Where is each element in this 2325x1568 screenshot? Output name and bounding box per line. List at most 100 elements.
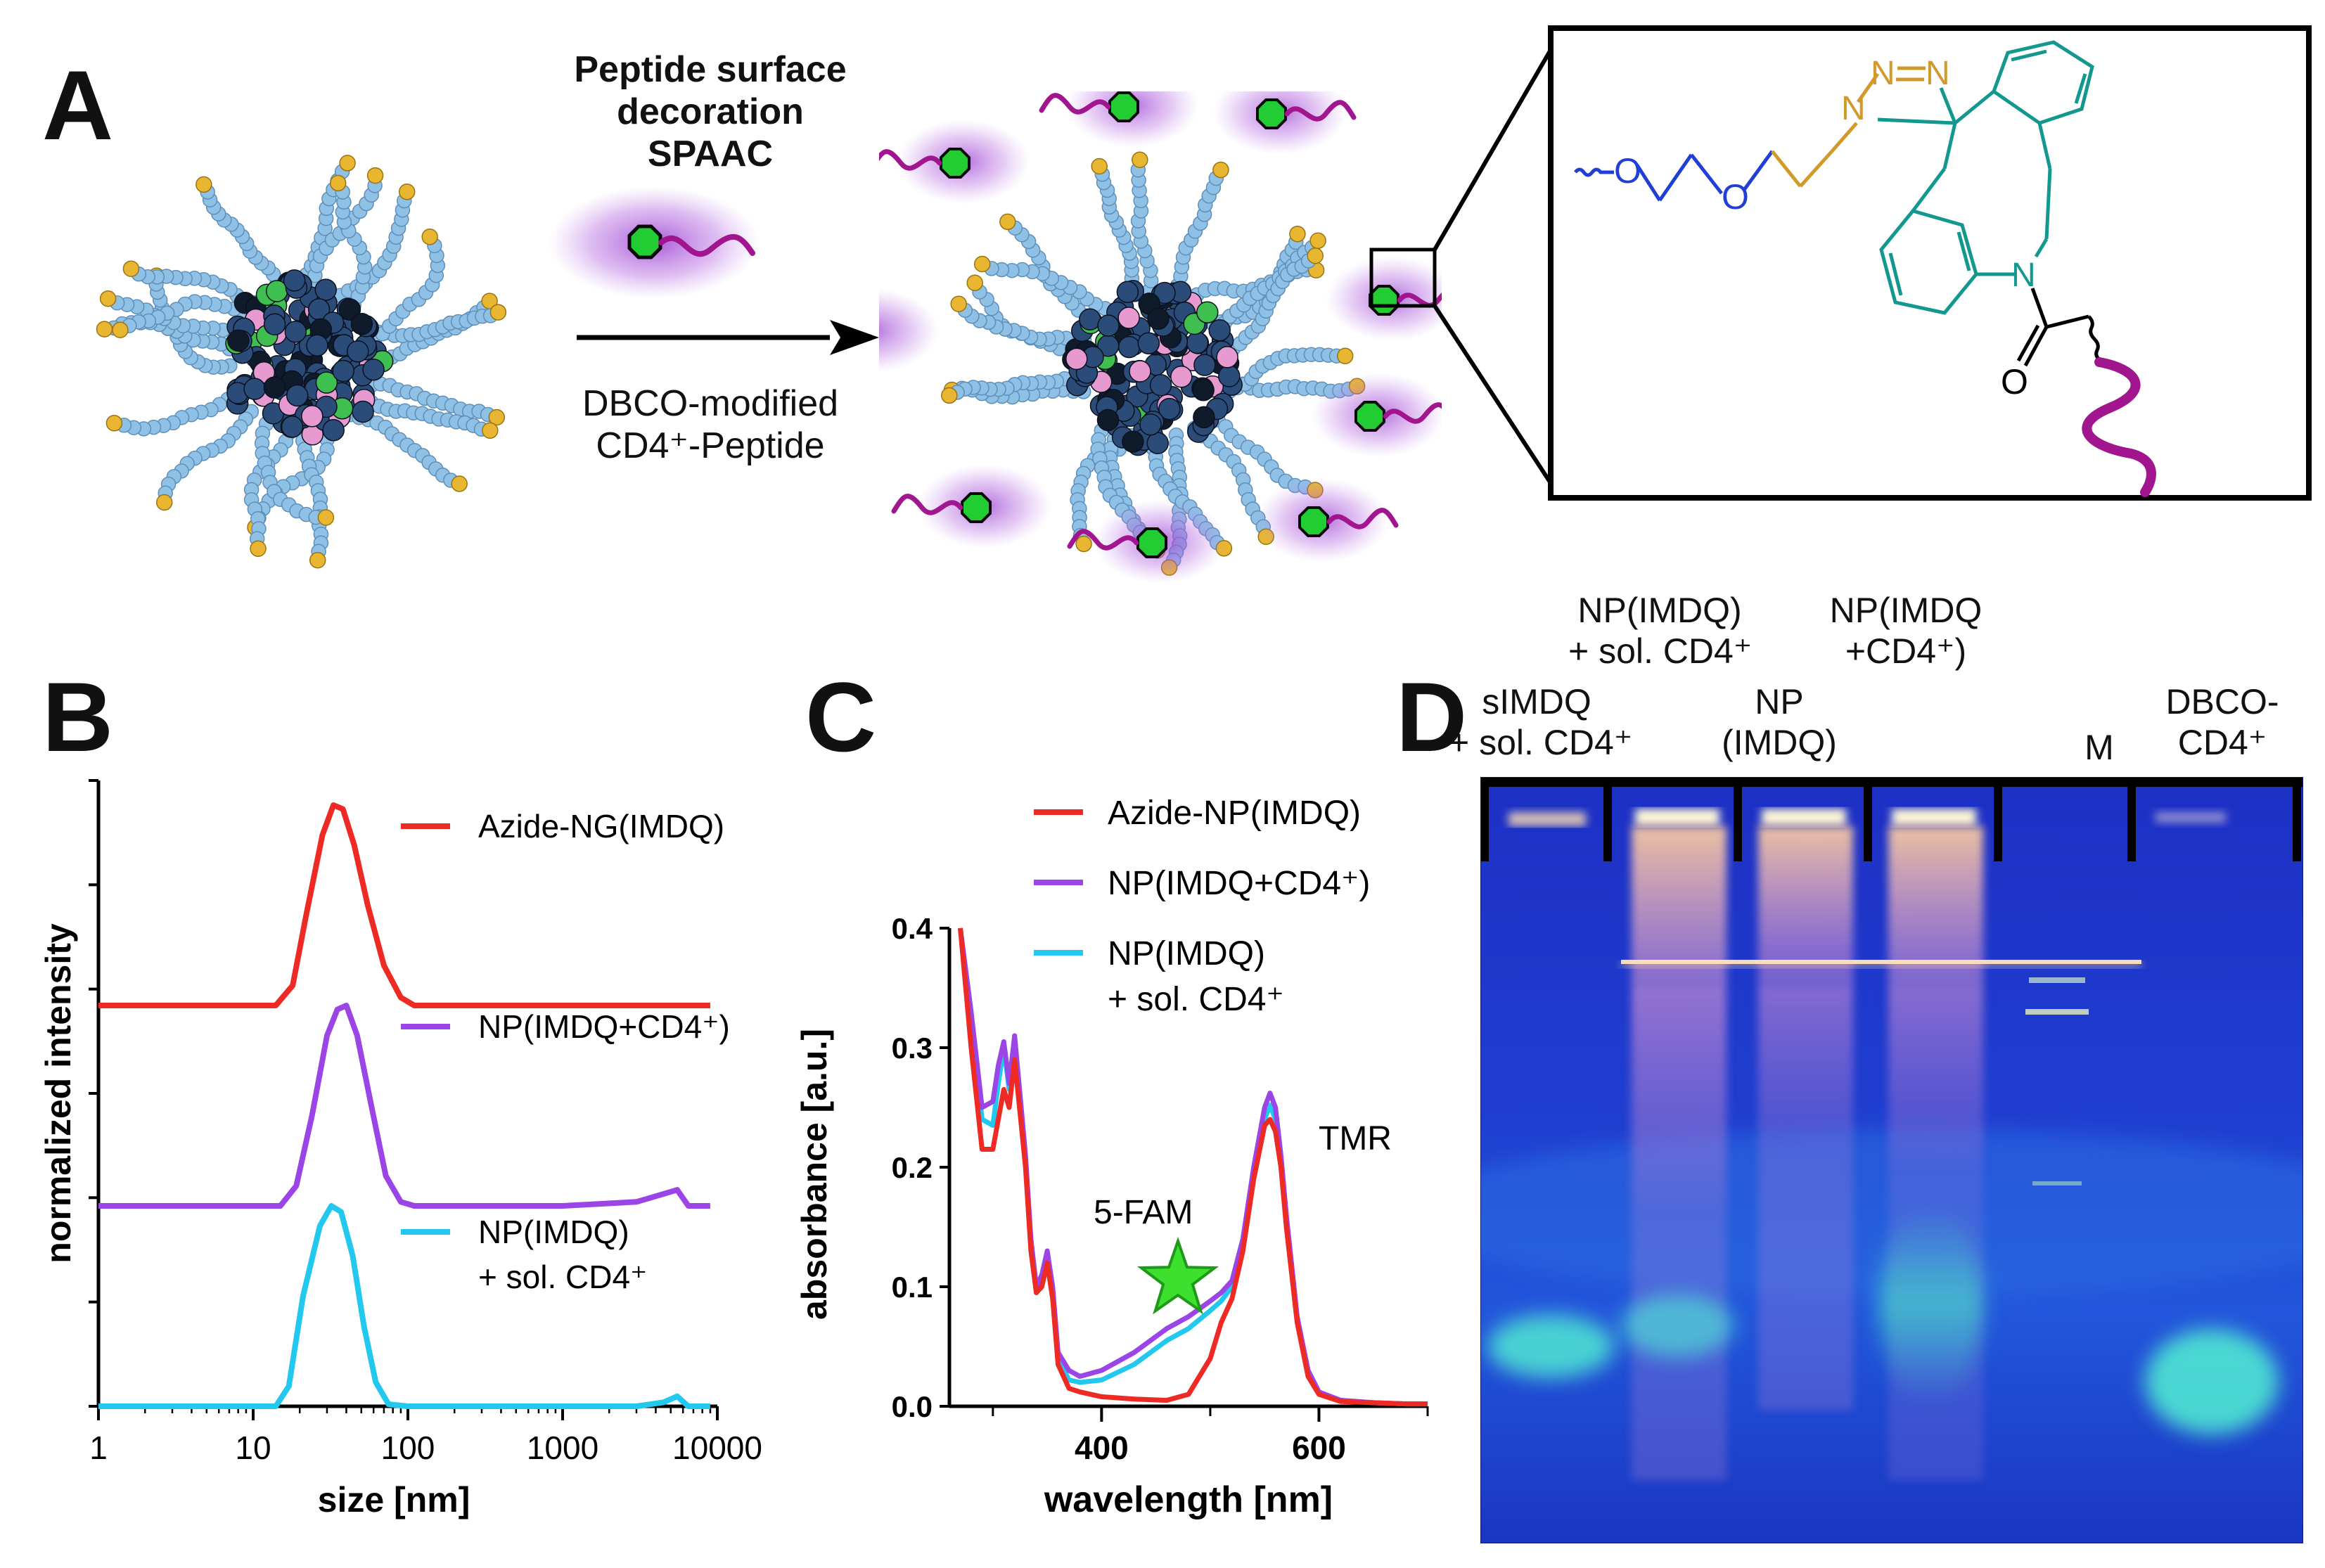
end-group-bead	[398, 184, 416, 200]
arrow-head	[830, 320, 879, 355]
triazole-n1: N	[1841, 90, 1866, 127]
core-bead	[263, 313, 286, 336]
core-bead	[1097, 314, 1120, 337]
inset-frame	[1548, 25, 2312, 501]
dbco-core	[1877, 40, 2094, 315]
core-bead	[1137, 332, 1160, 354]
core-bead	[1116, 281, 1139, 304]
core-bead	[1216, 346, 1238, 368]
core-bead	[1196, 301, 1219, 323]
peptide-strand	[1067, 529, 1139, 551]
core-bead	[1122, 430, 1144, 453]
arrow-title-line: Peptide surface	[574, 49, 847, 90]
y-tick-label: 0.0	[892, 1390, 933, 1423]
legend-label: NP(IMDQ)	[478, 1214, 629, 1250]
well-bar	[1480, 777, 2303, 787]
linker-chain	[1771, 66, 1926, 188]
series-line	[98, 802, 710, 1008]
y-tick-label: 0.3	[892, 1032, 933, 1065]
core-bead	[281, 416, 304, 438]
peptide-strand	[879, 149, 942, 171]
reaction-arrow	[549, 186, 879, 355]
micelle-before	[96, 155, 507, 569]
micelle-after	[879, 91, 1442, 584]
well-dividers	[1480, 777, 2301, 861]
lane-label-line: DBCO-	[2165, 682, 2279, 721]
lane-label-line: M	[2084, 728, 2114, 767]
peptide-strand	[2082, 357, 2156, 497]
lane-label-line: CD4⁺	[2177, 722, 2267, 762]
fluorophore-icon	[961, 492, 992, 523]
arrow-subtitle-line: DBCO-modified	[582, 383, 839, 424]
end-group-bead	[482, 422, 499, 439]
micelle-core	[1062, 280, 1243, 456]
end-group-bead	[112, 321, 129, 338]
legend-label-line2: + sol. CD4⁺	[478, 1259, 647, 1295]
lane-label-line: NP(IMDQ	[1829, 591, 1983, 630]
x-tick-label: 1	[89, 1429, 108, 1466]
end-group-bead	[366, 167, 384, 184]
dbco-nitrogen: N	[2011, 257, 2036, 294]
core-bead	[332, 359, 354, 383]
gel-lane-labels: sIMDQ + sol. CD4⁺ NP(IMDQ) + sol. CD4⁺ N…	[1449, 591, 2321, 773]
core-bead	[352, 400, 374, 423]
lane-label-2: NP(IMDQ) + sol. CD4⁺	[1568, 591, 1752, 671]
core-bead	[283, 269, 306, 292]
core-bead	[1149, 374, 1172, 397]
arrow-title: Peptide surface decoration SPAAC	[549, 49, 872, 175]
end-group-bead	[339, 155, 356, 172]
end-group-bead	[1336, 347, 1354, 364]
end-group-bead	[317, 509, 335, 526]
core-bead	[301, 405, 324, 428]
end-group-bead	[950, 295, 967, 312]
end-group-bead	[966, 274, 983, 292]
core-bead	[1129, 360, 1151, 383]
peg-oxygen-2: O	[1722, 177, 1749, 217]
core-bead	[1158, 397, 1181, 420]
panel-d-letter: D	[1396, 662, 1468, 772]
core-bead	[1193, 406, 1215, 429]
lane-label-line: NP	[1755, 682, 1804, 721]
triazole-n2: N	[1871, 55, 1895, 92]
polymer-arms	[96, 155, 507, 569]
end-group-bead	[1091, 158, 1108, 175]
core-bead	[1079, 308, 1101, 331]
end-group-bead	[489, 304, 507, 321]
end-group-bead	[1309, 232, 1326, 250]
peptide-glow	[879, 288, 939, 373]
gel-image	[1480, 777, 2303, 1543]
core-bead	[1192, 378, 1215, 401]
core-bead	[1208, 319, 1231, 342]
core-bead	[263, 376, 286, 399]
amide-group	[2016, 288, 2101, 367]
end-group-bead	[196, 176, 212, 193]
end-group-bead	[941, 387, 958, 404]
x-axis-label: wavelength [nm]	[1044, 1479, 1333, 1520]
marker-bands	[2025, 977, 2089, 1185]
end-group-bead	[309, 551, 326, 569]
chemical-structure-inset: O O N N N	[1548, 25, 2312, 501]
end-group-bead	[105, 415, 123, 432]
well-bands	[1509, 809, 2226, 826]
fluorophore-icon	[1256, 98, 1287, 129]
core-bead	[1218, 365, 1241, 387]
lane-label-line: +CD4⁺)	[1845, 631, 1967, 671]
lane-label-6: DBCO- CD4⁺	[2152, 682, 2293, 763]
core-bead	[1117, 335, 1141, 359]
peptide-strand	[1383, 402, 1442, 424]
lane-label-4: NP(IMDQ +CD4⁺)	[1821, 591, 1990, 671]
peptide-strand	[1284, 100, 1357, 122]
panel-a-letter: A	[42, 50, 114, 160]
dls-size-chart: 1 10 100 1000 10000 size [nm] normalized inten…	[39, 779, 762, 1519]
core-bead	[284, 321, 307, 343]
core-bead	[314, 278, 337, 301]
fluorophore-icon	[1354, 401, 1385, 432]
y-tick-label: 0.1	[892, 1271, 933, 1304]
core-bead	[1139, 413, 1162, 436]
legend-label: NP(IMDQ)	[1108, 935, 1265, 972]
y-tick-label: 0.2	[892, 1151, 933, 1184]
core-bead	[1096, 409, 1120, 432]
series-line	[98, 1003, 710, 1209]
zoom-lines	[1433, 30, 1563, 501]
lane-label-1: sIMDQ + sol. CD4⁺	[1449, 682, 1632, 763]
